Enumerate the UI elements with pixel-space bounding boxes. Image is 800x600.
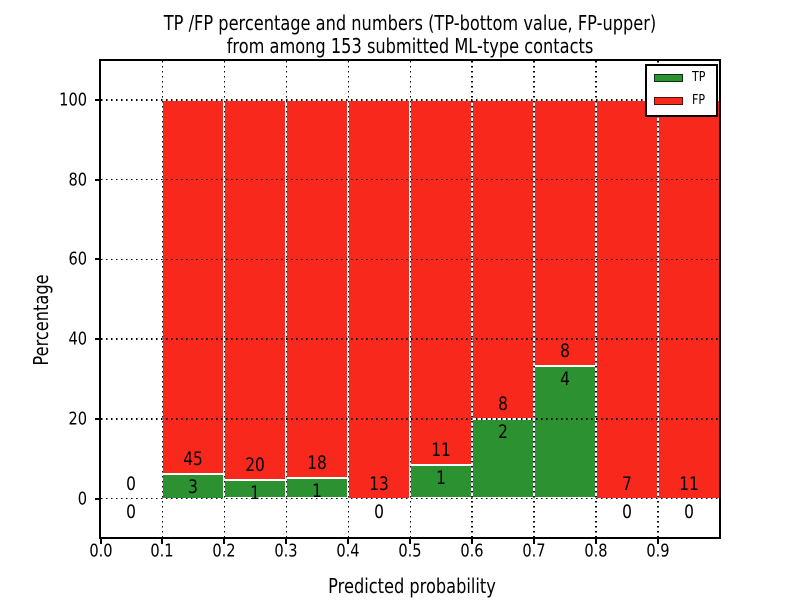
y-tick-label: 60: [68, 248, 87, 270]
x-tick-label: 0.6: [460, 540, 484, 562]
bar-segment-tp: [410, 465, 473, 499]
bar-segment-fp: [410, 100, 473, 466]
x-tick-label: 0.1: [150, 540, 175, 562]
y-tick-mark: [95, 417, 100, 420]
chart-title: TP /FP percentage and numbers (TP-bottom…: [164, 12, 656, 58]
tp-count-label: 2: [498, 420, 509, 443]
x-tick-label: 0.4: [336, 540, 360, 562]
x-tick-mark: [161, 539, 164, 544]
legend-swatch-fp: [654, 96, 683, 105]
y-tick-label: 20: [68, 408, 87, 430]
x-tick-mark: [533, 539, 536, 544]
tp-count-label: 0: [374, 500, 385, 523]
bar-segment-fp: [286, 100, 349, 478]
bar-segment-fp: [348, 100, 411, 499]
legend-entry-fp: FP: [647, 89, 716, 112]
bar-segment-fp: [472, 100, 535, 419]
tp-count-label: 1: [250, 481, 261, 504]
x-tick-label: 0.0: [88, 540, 113, 562]
y-tick-label: 0: [77, 488, 87, 509]
bar-segment-tp: [534, 365, 597, 499]
x-tick-mark: [471, 539, 474, 544]
bar-segment-fp: [162, 100, 225, 474]
y-tick-label: 100: [59, 89, 87, 111]
x-tick-mark: [595, 539, 598, 544]
y-tick-mark: [95, 178, 100, 181]
tp-count-label: 0: [126, 500, 137, 523]
x-tick-label: 0.7: [522, 540, 546, 562]
y-tick-label: 80: [68, 169, 87, 191]
fp-count-label: 45: [183, 447, 204, 470]
bar-segment-fp: [658, 100, 720, 499]
y-axis-label: Percentage: [29, 274, 53, 366]
x-tick-mark: [347, 539, 350, 544]
x-tick-mark: [223, 539, 226, 544]
chart-title-line1: TP /FP percentage and numbers (TP-bottom…: [163, 11, 657, 35]
fp-count-label: 7: [622, 472, 632, 495]
fp-count-label: 8: [560, 339, 571, 362]
tp-count-label: 0: [622, 500, 632, 523]
y-tick-label: 40: [68, 328, 87, 350]
x-tick-mark: [409, 539, 412, 544]
x-tick-label: 0.9: [646, 540, 670, 562]
bar-segment-fp: [596, 100, 659, 499]
fp-count-label: 11: [679, 472, 699, 495]
x-tick-mark: [99, 539, 102, 544]
fp-count-label: 0: [126, 472, 137, 495]
fp-count-label: 20: [245, 453, 266, 476]
legend-label-fp: FP: [692, 93, 706, 108]
tp-count-label: 3: [188, 475, 199, 498]
chart-title-line2: from among 153 submitted ML-type contact…: [226, 34, 594, 58]
x-tick-mark: [657, 539, 660, 544]
y-tick-mark: [95, 497, 100, 500]
fp-count-label: 18: [307, 451, 328, 474]
tp-count-label: 1: [436, 467, 447, 490]
x-tick-mark: [285, 539, 288, 544]
fp-count-label: 8: [498, 392, 509, 415]
fp-count-label: 13: [369, 472, 390, 495]
x-axis-label: Predicted probability: [328, 574, 496, 598]
tp-count-label: 0: [684, 500, 694, 523]
y-tick-mark: [95, 99, 100, 101]
fp-count-label: 11: [431, 439, 452, 462]
x-tick-label: 0.3: [274, 540, 298, 562]
legend: TP FP: [645, 64, 718, 117]
tp-count-label: 1: [312, 479, 323, 502]
legend-entry-tp: TP: [647, 66, 716, 89]
tp-count-label: 4: [560, 367, 571, 390]
x-tick-label: 0.2: [212, 540, 236, 562]
bar-segment-fp: [224, 100, 287, 480]
y-tick-mark: [95, 338, 100, 341]
legend-label-tp: TP: [692, 70, 706, 85]
x-tick-label: 0.8: [584, 540, 608, 562]
legend-swatch-tp: [654, 73, 683, 82]
x-tick-label: 0.5: [398, 540, 422, 562]
bar-segment-tp: [472, 418, 535, 499]
bar-segment-fp: [534, 100, 597, 366]
y-tick-mark: [95, 258, 100, 261]
